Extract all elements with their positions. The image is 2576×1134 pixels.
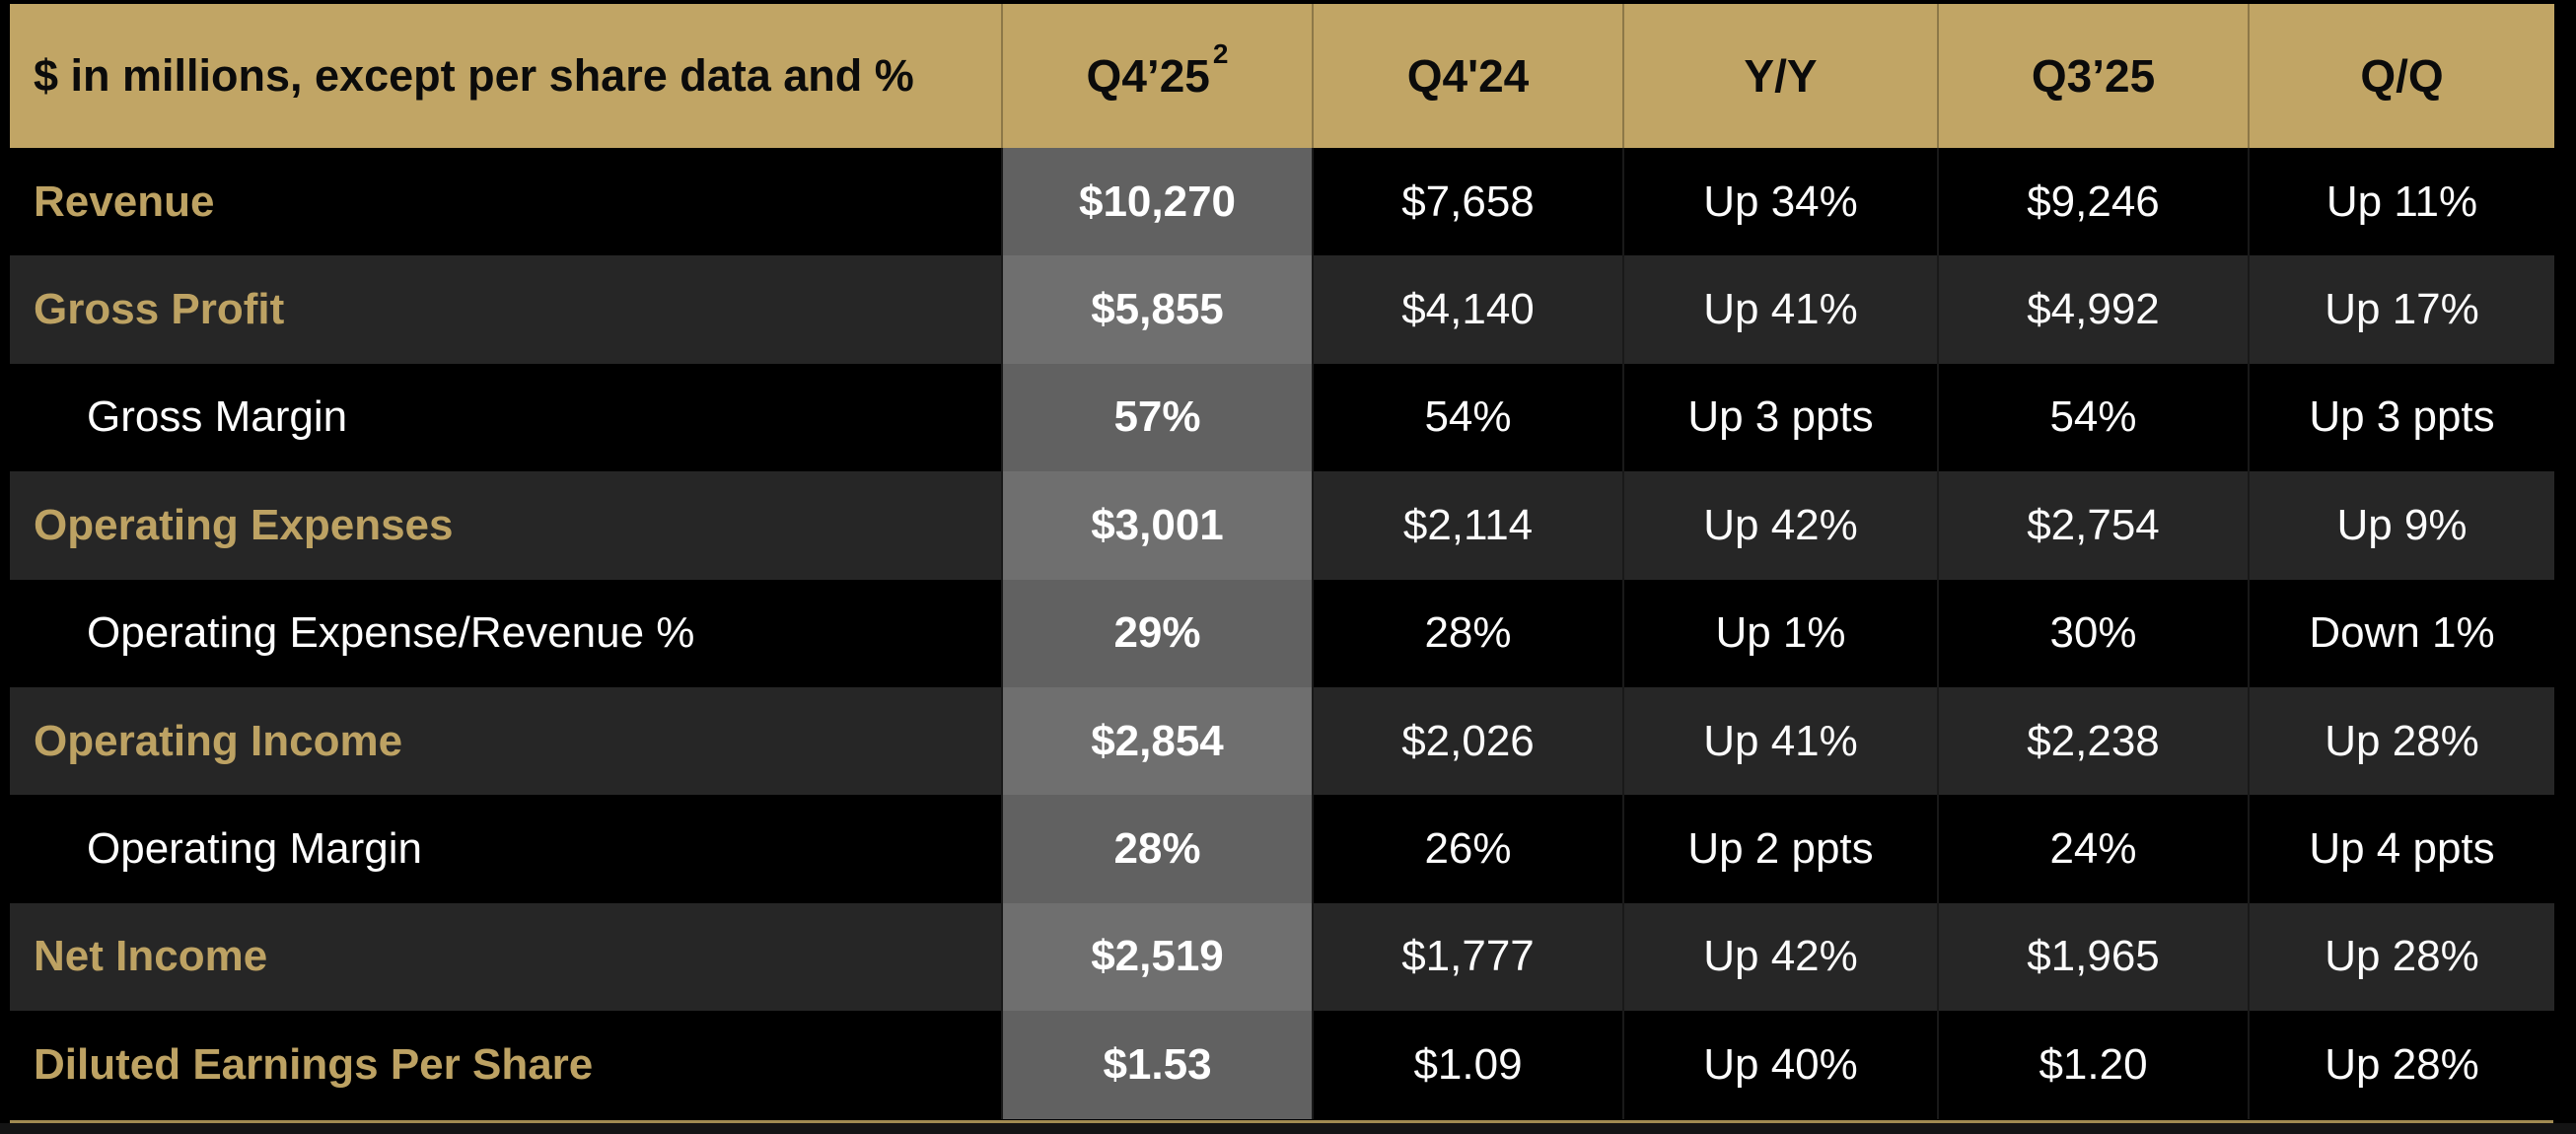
table-row-revenue: Revenue $10,270 $7,658 Up 34% $9,246 Up … bbox=[10, 148, 2554, 256]
value-cell: 29% bbox=[1001, 579, 1312, 687]
value-cell: $9,246 bbox=[1937, 148, 2248, 256]
table-row-gross-profit: Gross Profit $5,855 $4,140 Up 41% $4,992… bbox=[10, 255, 2554, 364]
value-cell: 28% bbox=[1001, 795, 1312, 903]
value-cell: Up 2 ppts bbox=[1622, 795, 1937, 903]
table-row-operating-expenses: Operating Expenses $3,001 $2,114 Up 42% … bbox=[10, 471, 2554, 580]
value-cell: $10,270 bbox=[1001, 148, 1312, 256]
row-label: Operating Expense/Revenue % bbox=[87, 608, 695, 658]
header-col-q3-25: Q3’25 bbox=[1937, 4, 2248, 148]
value-cell: 28% bbox=[1312, 579, 1622, 687]
table-header-row: $ in millions, except per share data and… bbox=[10, 4, 2554, 148]
value-cell: $2,519 bbox=[1001, 902, 1312, 1012]
value-cell: Up 17% bbox=[2248, 255, 2554, 364]
row-label: Gross Margin bbox=[87, 392, 348, 442]
value-cell: Up 28% bbox=[2248, 686, 2554, 796]
header-col-q4-25: Q4’25 2 bbox=[1001, 4, 1312, 148]
value-cell: Up 42% bbox=[1622, 902, 1937, 1012]
value-cell: Up 3 ppts bbox=[2248, 363, 2554, 472]
value-cell: Up 41% bbox=[1622, 686, 1937, 796]
header-col-qq: Q/Q bbox=[2248, 4, 2554, 148]
row-label: Revenue bbox=[34, 177, 215, 226]
row-label: Net Income bbox=[34, 932, 268, 981]
header-col-q4-25-label: Q4’25 bbox=[1086, 50, 1210, 102]
value-cell: $3,001 bbox=[1001, 471, 1312, 580]
value-cell: $1,965 bbox=[1937, 902, 2248, 1012]
value-cell: $5,855 bbox=[1001, 255, 1312, 364]
value-cell: Up 1% bbox=[1622, 579, 1937, 687]
table-row-operating-income: Operating Income $2,854 $2,026 Up 41% $2… bbox=[10, 686, 2554, 796]
footnote-2-superscript: 2 bbox=[1212, 38, 1229, 69]
value-cell: $1.20 bbox=[1937, 1011, 2248, 1119]
value-cell: Up 9% bbox=[2248, 471, 2554, 580]
table-bottom-border bbox=[10, 1119, 2553, 1123]
value-cell: 57% bbox=[1001, 363, 1312, 472]
value-cell: 54% bbox=[1937, 363, 2248, 472]
value-cell: Up 4 ppts bbox=[2248, 795, 2554, 903]
value-cell: $2,854 bbox=[1001, 686, 1312, 796]
value-cell: Up 28% bbox=[2248, 1011, 2554, 1119]
header-units-label: $ in millions, except per share data and… bbox=[34, 50, 914, 101]
header-col-yy: Y/Y bbox=[1622, 4, 1937, 148]
value-cell: $1.09 bbox=[1312, 1011, 1622, 1119]
bottom-strip bbox=[0, 1122, 2576, 1134]
value-cell: Up 42% bbox=[1622, 471, 1937, 580]
row-label: Diluted Earnings Per Share bbox=[34, 1039, 594, 1089]
value-cell: $2,114 bbox=[1312, 471, 1622, 580]
value-cell: 26% bbox=[1312, 795, 1622, 903]
value-cell: Up 34% bbox=[1622, 148, 1937, 256]
row-label: Operating Income bbox=[34, 716, 403, 765]
value-cell: Up 3 ppts bbox=[1622, 363, 1937, 472]
value-cell: Up 41% bbox=[1622, 255, 1937, 364]
row-label: Gross Profit bbox=[34, 285, 285, 334]
row-label: Operating Expenses bbox=[34, 500, 454, 549]
value-cell: Down 1% bbox=[2248, 579, 2554, 687]
value-cell: $1,777 bbox=[1312, 902, 1622, 1012]
value-cell: $2,026 bbox=[1312, 686, 1622, 796]
value-cell: Up 28% bbox=[2248, 902, 2554, 1012]
financial-summary-table: $ in millions, except per share data and… bbox=[10, 4, 2554, 1119]
value-cell: 24% bbox=[1937, 795, 2248, 903]
table-row-net-income: Net Income $2,519 $1,777 Up 42% $1,965 U… bbox=[10, 902, 2554, 1012]
table-row-opex-revenue-pct: Operating Expense/Revenue % 29% 28% Up 1… bbox=[10, 579, 2554, 687]
header-col-q4-24: Q4'24 bbox=[1312, 4, 1622, 148]
value-cell: $4,140 bbox=[1312, 255, 1622, 364]
value-cell: 54% bbox=[1312, 363, 1622, 472]
value-cell: 30% bbox=[1937, 579, 2248, 687]
value-cell: Up 11% bbox=[2248, 148, 2554, 256]
value-cell: Up 40% bbox=[1622, 1011, 1937, 1119]
row-label: Operating Margin bbox=[87, 824, 422, 874]
value-cell: $2,238 bbox=[1937, 686, 2248, 796]
value-cell: $4,992 bbox=[1937, 255, 2248, 364]
value-cell: $7,658 bbox=[1312, 148, 1622, 256]
table-row-gross-margin: Gross Margin 57% 54% Up 3 ppts 54% Up 3 … bbox=[10, 363, 2554, 472]
value-cell: $2,754 bbox=[1937, 471, 2248, 580]
table-row-diluted-eps: Diluted Earnings Per Share $1.53 $1.09 U… bbox=[10, 1011, 2554, 1119]
value-cell: $1.53 bbox=[1001, 1011, 1312, 1119]
table-row-operating-margin: Operating Margin 28% 26% Up 2 ppts 24% U… bbox=[10, 795, 2554, 903]
